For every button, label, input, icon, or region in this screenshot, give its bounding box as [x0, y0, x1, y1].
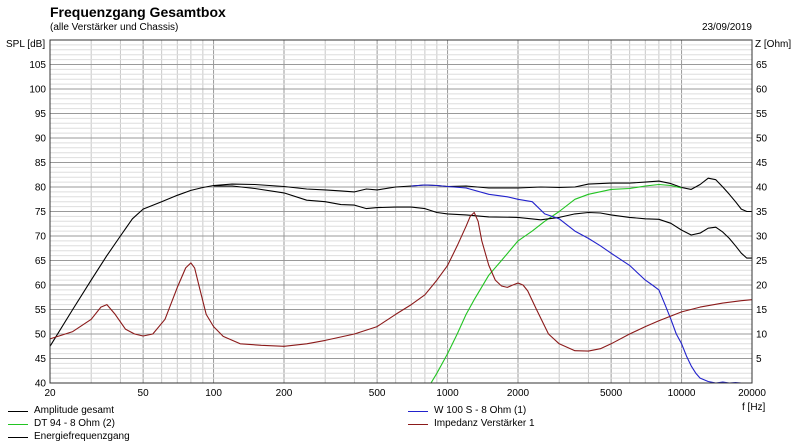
y-tick-label: 75 — [35, 207, 47, 218]
plot-frame — [49, 39, 753, 384]
y2-tick-label: 25 — [756, 256, 768, 267]
y-tick-label: 105 — [29, 60, 46, 71]
y-tick-label: 40 — [35, 379, 47, 390]
y-tick-label: 70 — [35, 232, 47, 243]
y-tick-label: 45 — [35, 354, 47, 365]
y-tick-label: 60 — [35, 281, 47, 292]
y-tick-label: 50 — [35, 330, 47, 341]
y2-tick-label: 45 — [756, 158, 768, 169]
legend-swatch — [8, 424, 28, 425]
y2-tick-label: 5 — [756, 354, 762, 365]
x-tick-label: 200 — [276, 388, 293, 399]
series-layer — [49, 177, 753, 384]
legend-swatch — [408, 424, 428, 425]
legend-label: W 100 S - 8 Ohm (1) — [434, 405, 527, 416]
x-tick-label: 5000 — [600, 388, 623, 399]
y2-tick-label: 65 — [756, 60, 768, 71]
y-axis-label: SPL [dB] — [6, 39, 45, 50]
y2-tick-label: 15 — [756, 305, 768, 316]
x-tick-label: 500 — [369, 388, 386, 399]
series-impedanz-verst-rker-1 — [49, 211, 753, 352]
y2-tick-label: 35 — [756, 207, 768, 218]
grid — [50, 40, 752, 383]
series-w-100-s-8-ohm-1 — [411, 184, 752, 384]
y2-axis-label: Z [Ohm] — [755, 39, 791, 50]
y-tick-label: 100 — [29, 85, 46, 96]
chart-title: Frequenzgang Gesamtbox — [50, 4, 226, 20]
series-energiefrequenzgang — [213, 185, 752, 259]
legend-swatch — [408, 411, 428, 412]
axes-labels: 40 45 50 55 60 65 70 75 80 85 90 95 100 105 5 10 15 20 25 3… — [29, 60, 767, 399]
chart-date: 23/09/2019 — [701, 22, 752, 33]
y2-tick-label: 50 — [756, 134, 768, 145]
y2-tick-label: 40 — [756, 183, 768, 194]
y-tick-label: 85 — [35, 158, 47, 169]
x-tick-label: 100 — [205, 388, 222, 399]
x-tick-label: 50 — [138, 388, 150, 399]
y-tick-label: 80 — [35, 183, 47, 194]
y-tick-label: 65 — [35, 256, 47, 267]
legend-label: DT 94 - 8 Ohm (2) — [34, 418, 115, 429]
x-tick-label: 10000 — [668, 388, 696, 399]
legend-label: Amplitude gesamt — [34, 405, 115, 416]
y-tick-label: 55 — [35, 305, 47, 316]
x-axis-label: f [Hz] — [742, 402, 766, 413]
y2-tick-label: 30 — [756, 232, 768, 243]
x-tick-label: 1000 — [436, 388, 459, 399]
x-tick-label: 20 — [44, 388, 56, 399]
y2-tick-label: 10 — [756, 330, 768, 341]
x-tick-label: 20000 — [738, 388, 766, 399]
series-dt-94-8-ohm-2 — [430, 183, 682, 384]
legend-swatch — [8, 411, 28, 412]
y2-tick-label: 20 — [756, 281, 768, 292]
y2-tick-label: 55 — [756, 109, 768, 120]
x-tick-label: 2000 — [507, 388, 530, 399]
legend-swatch — [8, 437, 28, 438]
legend-label: Impedanz Verstärker 1 — [434, 418, 535, 429]
y2-tick-label: 60 — [756, 85, 768, 96]
y-tick-label: 90 — [35, 134, 47, 145]
chart-subtitle: (alle Verstärker und Chassis) — [50, 22, 179, 33]
y-tick-label: 95 — [35, 109, 47, 120]
legend-label: Energiefrequenzgang — [34, 431, 130, 442]
